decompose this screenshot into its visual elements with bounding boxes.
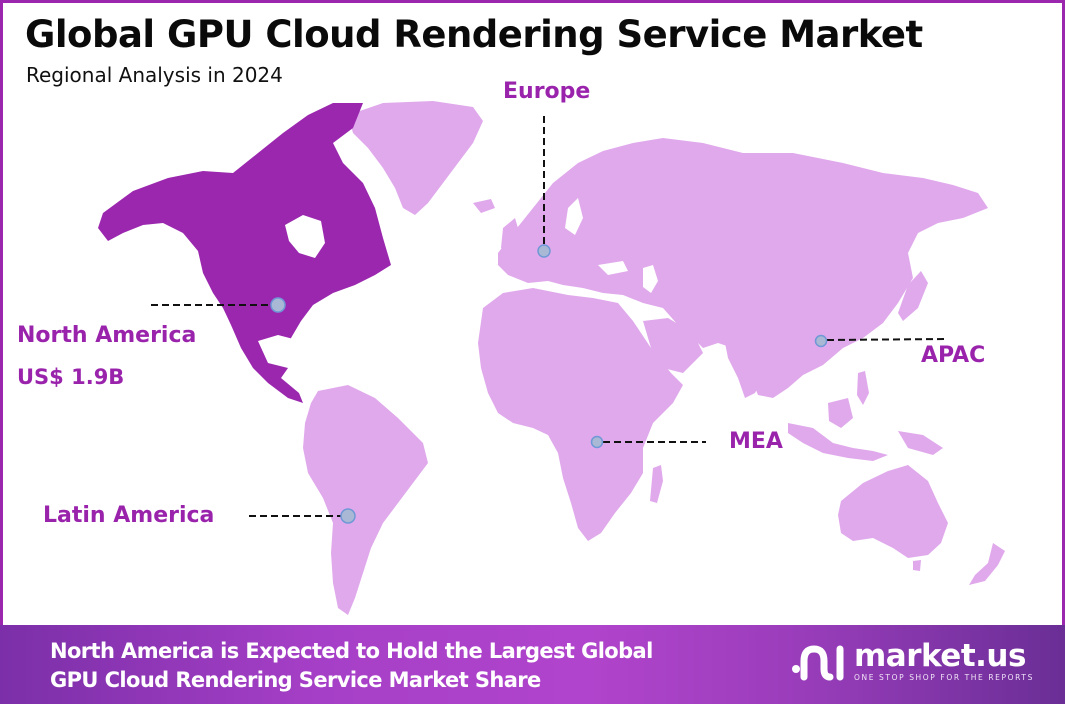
world-map (98, 101, 1005, 615)
latin-america-pin[interactable] (340, 508, 356, 524)
europe-label: Europe (503, 79, 591, 104)
brand-tagline: ONE STOP SHOP FOR THE REPORTS (854, 673, 1034, 682)
iceland-shape (473, 199, 495, 213)
brand-logo[interactable]: market.us ONE STOP SHOP FOR THE REPORTS (790, 639, 1034, 683)
new-guinea-shape (898, 431, 943, 455)
latin-america-label: Latin America (43, 503, 215, 528)
south-america-shape (303, 385, 428, 615)
mea-pin[interactable] (590, 435, 604, 449)
europe-pin[interactable] (537, 244, 551, 258)
greenland-shape (348, 101, 483, 215)
apac-pin[interactable] (814, 334, 828, 348)
new-zealand-shape (969, 543, 1005, 585)
footer-headline: North America is Expected to Hold the La… (50, 637, 653, 695)
brand-wordmark: market.us ONE STOP SHOP FOR THE REPORTS (854, 640, 1034, 682)
north-america-shape (98, 103, 391, 403)
page-subtitle: Regional Analysis in 2024 (26, 63, 283, 87)
north-america-value: US$ 1.9B (17, 365, 125, 389)
brand-name: market.us (854, 638, 1026, 674)
footer-headline-line-1: North America is Expected to Hold the La… (50, 639, 653, 663)
baltic-sea (565, 198, 583, 235)
apac-label: APAC (921, 343, 986, 368)
japan-shape (898, 271, 928, 321)
eurasia-shape (498, 138, 988, 398)
footer-banner: North America is Expected to Hold the La… (0, 625, 1065, 704)
page-title: Global GPU Cloud Rendering Service Marke… (25, 13, 923, 56)
uk-shape (501, 218, 521, 253)
arabian-peninsula-shape (643, 318, 703, 373)
footer-headline-line-2: GPU Cloud Rendering Service Market Share (50, 668, 541, 692)
philippines-shape (857, 371, 869, 405)
caspian-sea (643, 265, 658, 293)
africa-shape (478, 288, 683, 541)
gulf-of-mexico (258, 335, 303, 368)
australia-shape (838, 465, 948, 558)
north-america-label: North America (17, 323, 197, 348)
market-us-logo-icon (792, 645, 844, 681)
india-shape (723, 333, 781, 398)
north-america-pin[interactable] (270, 297, 286, 313)
mea-label: MEA (729, 429, 783, 454)
borneo-shape (828, 398, 853, 428)
indonesia-shape (788, 423, 888, 461)
tasmania-shape (913, 560, 921, 571)
madagascar-shape (650, 465, 663, 503)
apac-leader-line (826, 338, 949, 341)
hudson-bay (285, 215, 325, 258)
black-sea (598, 261, 628, 275)
